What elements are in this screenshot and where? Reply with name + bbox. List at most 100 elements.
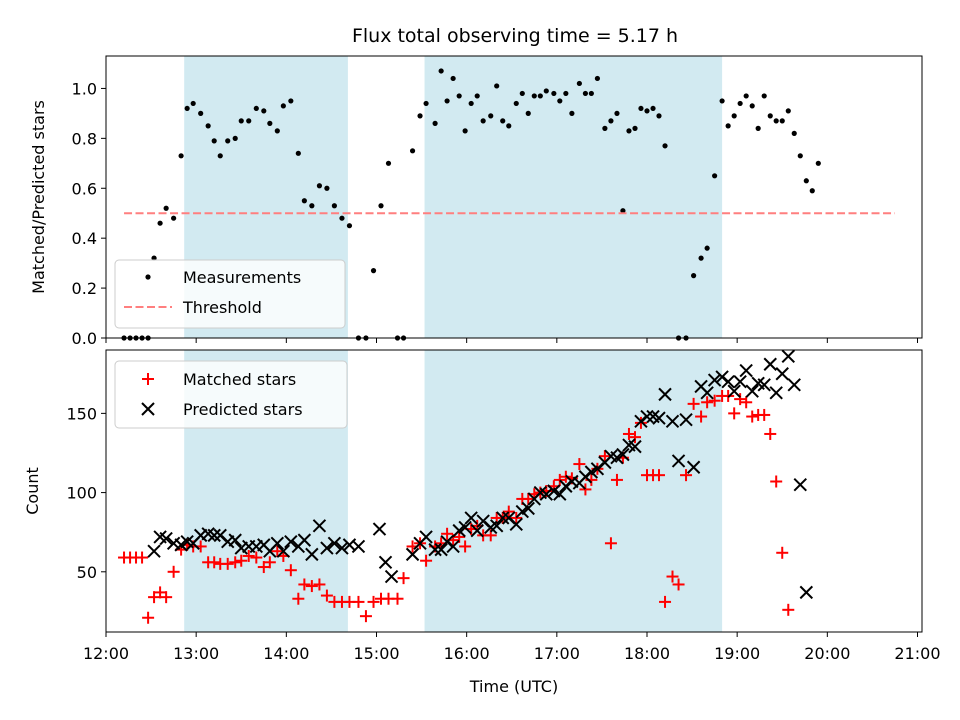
shaded-interval xyxy=(424,56,723,338)
measurement-point xyxy=(797,153,803,159)
measurement-point xyxy=(506,123,512,129)
predicted-star-point xyxy=(553,487,567,501)
measurement-point xyxy=(151,255,157,261)
matched-star-point xyxy=(622,427,635,440)
x-tick-label: 18:00 xyxy=(624,644,670,663)
predicted-star-point xyxy=(489,519,504,533)
predicted-star-point xyxy=(775,367,789,381)
matched-star-point xyxy=(652,469,665,482)
predicted-star-point xyxy=(335,541,349,555)
top-y-axis-label: Matched/Predicted stars xyxy=(29,100,48,294)
bottom-legend: Matched stars Predicted stars xyxy=(114,360,348,429)
measurement-point xyxy=(602,125,608,131)
predicted-star-point xyxy=(159,531,173,546)
matched-star-point xyxy=(208,556,221,569)
measurement-point xyxy=(253,105,259,112)
measurement-point xyxy=(500,118,506,124)
matched-star-point xyxy=(235,554,248,567)
top-data-marks xyxy=(121,68,895,341)
predicted-star-point xyxy=(700,386,714,400)
predicted-star-point xyxy=(496,511,510,525)
predicted-star-point xyxy=(284,534,298,549)
measurement-point xyxy=(456,93,462,99)
measurement-point xyxy=(288,98,294,104)
measurement-point xyxy=(519,90,525,97)
measurement-point xyxy=(743,93,749,99)
measurement-point xyxy=(704,245,710,251)
measurement-point xyxy=(205,123,211,129)
matched-star-point xyxy=(634,416,647,429)
matched-star-point xyxy=(522,492,535,505)
measurement-point xyxy=(537,93,543,99)
measurement-point xyxy=(791,130,797,136)
top-legend-box xyxy=(114,259,346,329)
measurement-point xyxy=(316,183,323,189)
y-tick-label: 1.0 xyxy=(72,79,97,98)
x-tick-label: 13:00 xyxy=(173,644,219,663)
measurement-point xyxy=(468,100,474,107)
predicted-star-point xyxy=(419,530,433,544)
matched-star-point xyxy=(728,407,741,420)
predicted-star-point xyxy=(372,522,387,536)
x-tick-label: 20:00 xyxy=(804,644,850,663)
predicted-star-point xyxy=(707,373,722,387)
y-tick-label: 0.8 xyxy=(72,129,97,148)
predicted-star-point xyxy=(276,544,291,558)
predicted-star-point xyxy=(739,363,753,378)
matched-star-point xyxy=(359,610,372,623)
measurement-point xyxy=(513,100,519,107)
y-tick-label: 0.6 xyxy=(72,179,97,198)
measurement-point xyxy=(755,125,761,131)
measurement-point xyxy=(409,148,416,154)
measurement-point xyxy=(274,128,280,134)
matched-star-point xyxy=(229,556,242,569)
predicted-star-point xyxy=(539,487,553,501)
matched-star-point xyxy=(746,410,759,423)
predicted-star-point xyxy=(305,547,319,562)
predicted-star-point xyxy=(327,536,342,550)
predicted-star-point xyxy=(658,387,672,402)
y-tick-label: 0.4 xyxy=(72,229,97,248)
measurement-point xyxy=(171,215,177,221)
matched-star-point xyxy=(367,595,380,608)
matched-star-point xyxy=(701,396,714,409)
matched-star-point xyxy=(758,408,771,421)
measurement-point xyxy=(178,153,184,159)
top-axes-frame xyxy=(105,55,923,339)
top-legend: Measurements Threshold xyxy=(114,259,346,329)
matched-star-point xyxy=(740,396,753,409)
x-tick-label: 14:00 xyxy=(263,644,309,663)
measurement-point xyxy=(385,160,392,166)
measurement-point xyxy=(582,90,589,97)
measurement-point xyxy=(494,83,500,89)
matched-star-point xyxy=(659,595,672,608)
matched-star-point xyxy=(263,556,276,569)
measurement-point xyxy=(211,138,217,144)
matched-star-point xyxy=(459,540,472,553)
measurement-point xyxy=(280,103,286,109)
measurement-point xyxy=(815,160,821,166)
x-tick-label: 15:00 xyxy=(353,644,399,663)
matched-star-point xyxy=(695,410,708,423)
measurement-point xyxy=(644,108,650,114)
x-tick-label: 12:00 xyxy=(83,644,129,663)
measurement-point xyxy=(712,173,718,179)
predicted-star-point xyxy=(733,374,747,389)
measurement-point xyxy=(198,110,204,116)
matched-star-point xyxy=(420,554,433,567)
measurement-point xyxy=(761,93,767,99)
measurement-point xyxy=(543,88,549,94)
measurement-point xyxy=(626,128,632,134)
x-tick-label: 16:00 xyxy=(444,644,490,663)
matched-star-point xyxy=(221,557,234,570)
measurement-point xyxy=(488,113,494,119)
measurement-point xyxy=(803,178,809,184)
legend-matched-label: Matched stars xyxy=(183,370,296,389)
measurement-point xyxy=(261,108,267,114)
measurement-point xyxy=(785,108,791,114)
matched-star-point xyxy=(770,475,783,488)
measurement-point xyxy=(594,75,601,82)
matched-star-point xyxy=(510,511,523,524)
measurement-point xyxy=(569,110,575,116)
